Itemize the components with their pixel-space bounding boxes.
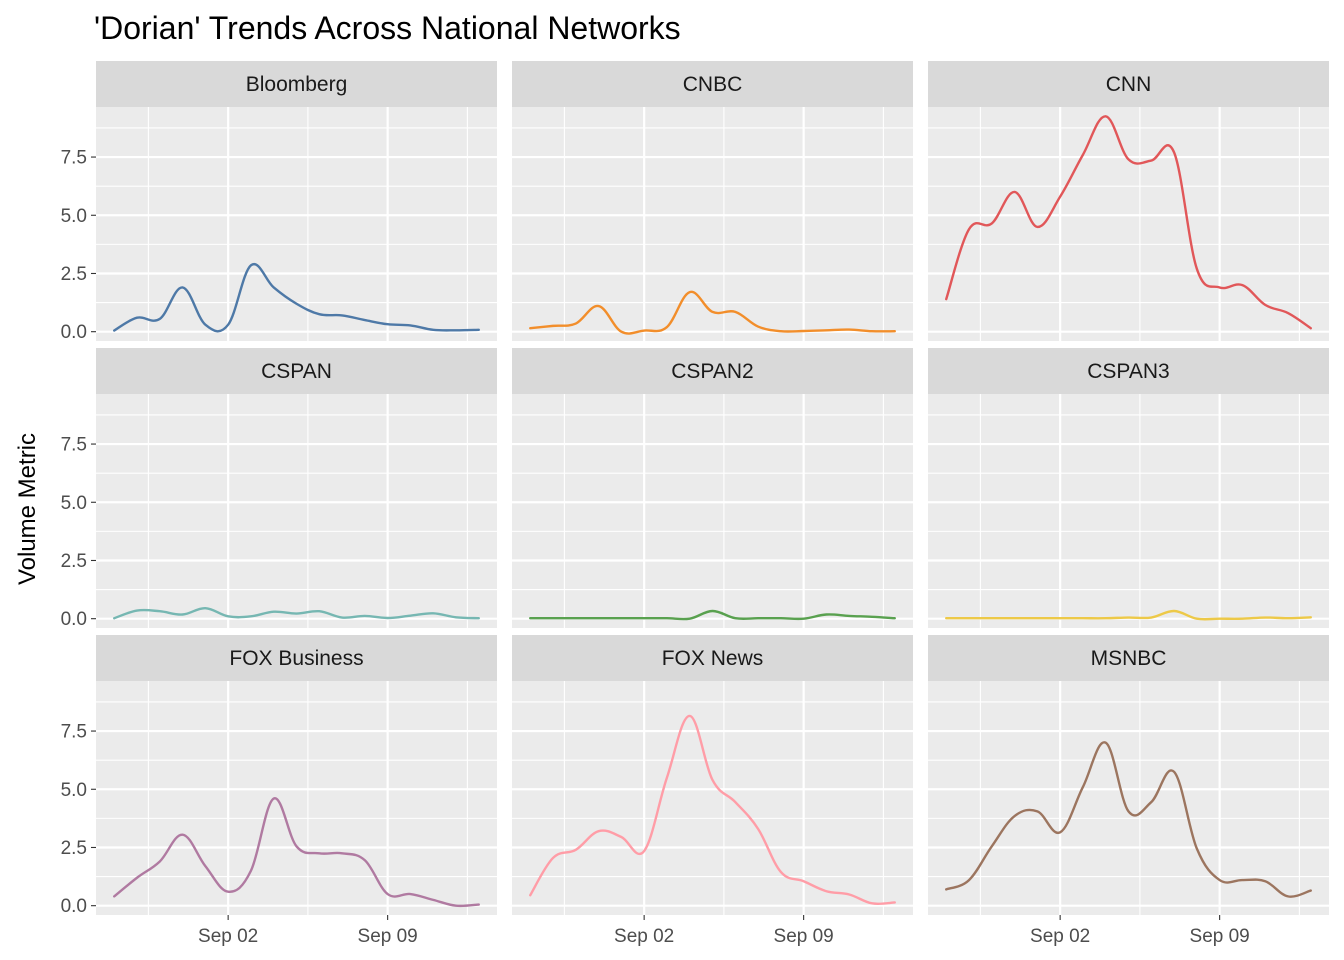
panel-background [96,107,497,341]
series-line-cspan2 [529,609,896,621]
panel-background [928,394,1329,628]
facet-strip-label: CSPAN2 [671,360,753,383]
x-tick-label: Sep 02 [198,926,258,947]
facet-strip-label: CNBC [683,73,743,96]
panel-background [96,394,497,628]
facet-msnbc: MSNBC Sep 02 Sep 09 [928,635,1329,947]
series-line-fox-business [113,797,480,908]
facet-bloomberg: Bloomberg 0.0 2.5 5.0 7.5 [61,61,497,343]
panel-background [512,681,913,915]
facet-strip-label: Bloomberg [246,73,348,96]
x-tick-label: Sep 02 [1030,926,1090,947]
facet-strip-msnbc [928,635,1329,681]
y-tick-label: 0.0 [61,322,87,343]
x-tick-label: Sep 09 [1190,926,1250,947]
panel-background [512,394,913,628]
facet-cspan: CSPAN 0.0 2.5 5.0 7.5 [61,348,497,630]
y-tick-label: 2.5 [61,838,87,859]
series-line-cspan [113,607,480,620]
y-tick-label: 7.5 [61,722,87,743]
facet-strip-cspan3 [928,348,1329,394]
y-tick-label: 5.0 [61,780,87,801]
x-tick-label: Sep 09 [774,926,834,947]
facet-strip-label: FOX Business [229,647,363,670]
facet-cspan2: CSPAN2 [512,348,913,628]
facet-strip-label: CSPAN [261,360,332,383]
facet-strip-label: FOX News [662,647,764,670]
y-tick-label: 2.5 [61,264,87,285]
series-line-fox-news [529,714,896,906]
x-tick-label: Sep 09 [358,926,418,947]
facet-strip-fox-news [512,635,913,681]
series-line-cnbc [529,290,896,335]
y-tick-label: 5.0 [61,493,87,514]
facet-strip-label: MSNBC [1091,647,1167,670]
facet-strip-bloomberg [96,61,497,107]
series-line-bloomberg [113,262,480,333]
series-line-cnn [945,115,1312,330]
y-tick-label: 0.0 [61,896,87,917]
facet-strip-cspan2 [512,348,913,394]
y-axis-title: Volume Metric [14,433,41,585]
facet-strip-label: CNN [1106,73,1152,96]
panel-background [512,107,913,341]
x-tick-label: Sep 02 [614,926,674,947]
y-tick-label: 7.5 [61,435,87,456]
facet-strip-fox-business [96,635,497,681]
y-tick-label: 0.0 [61,609,87,630]
series-line-msnbc [945,741,1312,898]
facet-cnbc: CNBC [512,61,913,341]
y-tick-label: 5.0 [61,206,87,227]
series-line-cspan3 [945,609,1312,621]
y-tick-label: 2.5 [61,551,87,572]
facet-strip-cnbc [512,61,913,107]
facet-strip-cspan [96,348,497,394]
facet-strip-cnn [928,61,1329,107]
facet-panels: Bloomberg 0.0 2.5 5.0 7.5 CNBC CNN CSPAN 0.0 2.5 5… [61,61,1329,947]
facet-fox-business: FOX Business 0.0 2.5 5.0 7.5 Sep 02 Sep 09 [61,635,497,947]
facet-strip-label: CSPAN3 [1087,360,1169,383]
facet-cnn: CNN [928,61,1329,341]
chart-title: 'Dorian' Trends Across National Networks [94,10,681,46]
facet-fox-news: FOX News Sep 02 Sep 09 [512,635,913,947]
panel-background [96,681,497,915]
y-tick-label: 7.5 [61,148,87,169]
facet-cspan3: CSPAN3 [928,348,1329,628]
panel-background [928,681,1329,915]
